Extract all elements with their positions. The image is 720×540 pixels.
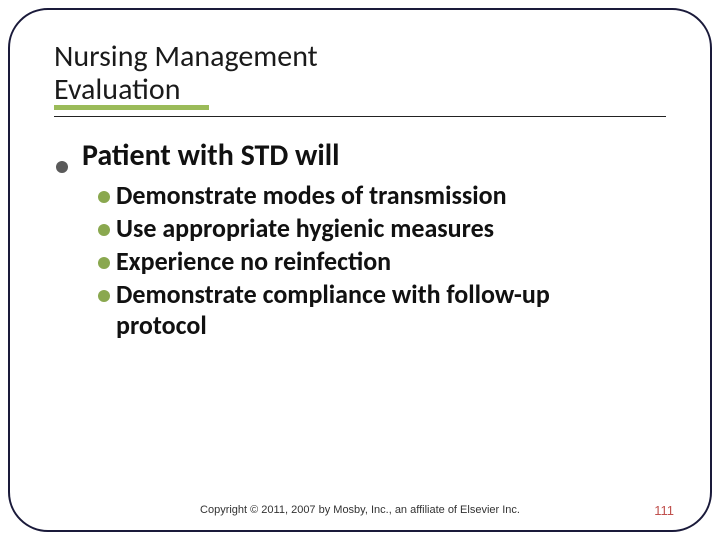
title-line-2-text: Evaluation [54, 71, 180, 108]
bullet-level2: Use appropriate hygienic measures [98, 213, 666, 244]
title-line-2: Evaluation [54, 73, 180, 106]
title-block: Nursing Management Evaluation [54, 40, 666, 106]
level2-text: Experience no reinfection [116, 246, 391, 277]
bullet-level2: Experience no reinfection [98, 246, 666, 277]
bullet-level2: Demonstrate compliance with follow-up pr… [98, 279, 666, 341]
level2-text: Demonstrate compliance with follow-up pr… [116, 279, 596, 341]
bullet-level1: Patient with STD will [56, 139, 666, 174]
level2-text: Demonstrate modes of transmission [116, 180, 507, 211]
slide-content: Nursing Management Evaluation Patient wi… [54, 40, 666, 341]
title-line-1: Nursing Management [54, 40, 666, 73]
level2-text: Use appropriate hygienic measures [116, 213, 494, 244]
bullet-level2: Demonstrate modes of transmission [98, 180, 666, 211]
circle-bullet-icon [98, 224, 110, 236]
copyright-footer: Copyright © 2011, 2007 by Mosby, Inc., a… [0, 504, 720, 516]
title-underline [54, 105, 209, 110]
title-separator [54, 116, 666, 117]
circle-bullet-icon [98, 191, 110, 203]
level1-text: Patient with STD will [82, 139, 339, 174]
page-number: 111 [654, 503, 674, 518]
circle-bullet-icon [98, 257, 110, 269]
circle-bullet-icon [98, 290, 110, 302]
circle-bullet-icon [56, 161, 68, 173]
